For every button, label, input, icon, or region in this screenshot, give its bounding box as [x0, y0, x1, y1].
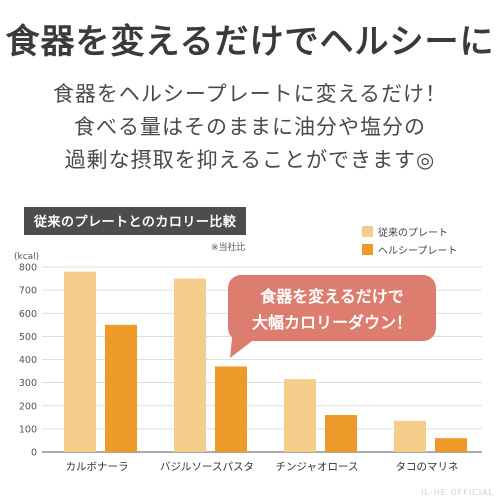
y-tick-label: 700	[19, 286, 37, 297]
bar-healthy	[105, 324, 137, 452]
lead-line-3: 過剰な摂取を抑えることができます◎	[64, 148, 436, 172]
y-tick-label: 800	[19, 263, 37, 274]
x-category-label: タコのマリネ	[396, 461, 459, 473]
x-category-label: バジルソースパスタ	[160, 461, 254, 473]
y-tick-label: 300	[19, 378, 37, 389]
bar-conventional	[64, 271, 96, 452]
lead-line-1: 食器をヘルシープレートに変えるだけ！	[52, 82, 448, 106]
headline: 食器を変えるだけでヘルシーに	[5, 22, 495, 62]
legend-label-healthy: ヘルシープレート	[378, 245, 458, 257]
legend: 従来のプレート ヘルシープレート	[362, 222, 457, 258]
y-tick-label: 100	[19, 424, 37, 435]
y-tick-label: 200	[19, 401, 37, 412]
bar-healthy	[435, 438, 467, 452]
bar-conventional	[284, 379, 316, 452]
source-note: ※当社比	[211, 243, 246, 253]
callout-line-1: 食器を変えるだけで	[259, 287, 404, 306]
callout-line-2: 大幅カロリーダウン！	[252, 313, 412, 332]
y-tick-label: 400	[19, 355, 37, 366]
x-category-label: カルボナーラ	[66, 461, 129, 473]
bar-healthy	[325, 415, 357, 452]
legend-label-conventional: 従来のプレート	[378, 227, 448, 239]
watermark: IL-HE OFFICIAL	[421, 488, 494, 497]
bar-conventional	[394, 420, 426, 452]
legend-item-conventional: 従来のプレート	[362, 222, 457, 240]
callout-pointer	[230, 338, 256, 358]
legend-item-healthy: ヘルシープレート	[362, 240, 457, 258]
legend-swatch-conventional	[362, 225, 373, 237]
legend-swatch-healthy	[362, 243, 373, 255]
bar-conventional	[174, 278, 206, 452]
callout-bubble	[228, 275, 436, 341]
y-tick-label: 500	[19, 332, 37, 343]
y-tick-label: 0	[31, 448, 37, 459]
x-category-label: チンジャオロース	[276, 461, 359, 473]
y-tick-label: 600	[19, 309, 37, 320]
lead-line-2: 食べる量はそのままに油分や塩分の	[74, 115, 426, 139]
y-axis-label: (kcal)	[14, 252, 39, 262]
bar-healthy	[215, 366, 247, 452]
chart-title: 従来のプレートとのカロリー比較	[24, 207, 247, 235]
